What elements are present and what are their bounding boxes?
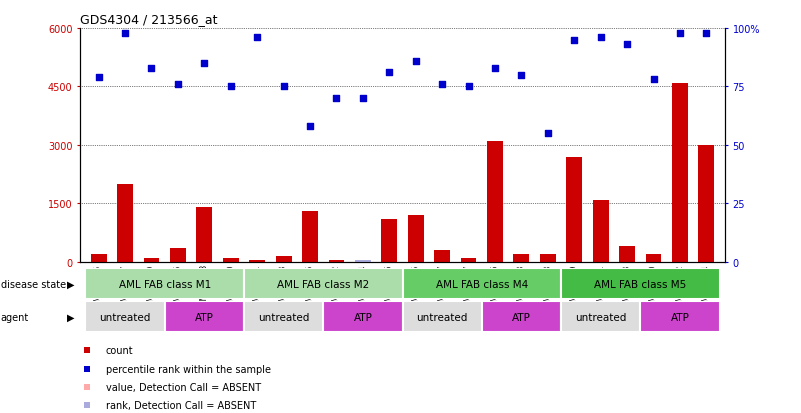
- Bar: [381, 219, 397, 262]
- Point: [251, 35, 264, 42]
- Bar: [117, 185, 133, 262]
- Point: [594, 35, 607, 42]
- Bar: [223, 259, 239, 262]
- Point: [541, 131, 554, 137]
- Point: [647, 77, 660, 83]
- Text: ATP: ATP: [353, 312, 372, 322]
- Point: [92, 75, 105, 81]
- Bar: [640, 301, 719, 332]
- Text: AML FAB class M1: AML FAB class M1: [119, 279, 211, 289]
- Bar: [276, 256, 292, 262]
- Text: GDS4304 / 213566_at: GDS4304 / 213566_at: [80, 13, 218, 26]
- Point: [674, 30, 686, 37]
- Point: [489, 65, 501, 72]
- Bar: [646, 254, 662, 262]
- Point: [171, 82, 184, 88]
- Point: [462, 84, 475, 90]
- Point: [515, 72, 528, 79]
- Bar: [249, 260, 265, 262]
- Bar: [91, 254, 107, 262]
- Text: untreated: untreated: [417, 312, 468, 322]
- Point: [409, 58, 422, 65]
- Point: [700, 30, 713, 37]
- Text: percentile rank within the sample: percentile rank within the sample: [106, 364, 271, 374]
- Bar: [513, 254, 529, 262]
- Point: [621, 42, 634, 49]
- Bar: [328, 260, 344, 262]
- Bar: [672, 83, 688, 262]
- Point: [356, 96, 369, 102]
- Point: [383, 70, 396, 76]
- Text: value, Detection Call = ABSENT: value, Detection Call = ABSENT: [106, 382, 261, 392]
- Text: AML FAB class M5: AML FAB class M5: [594, 279, 686, 289]
- Point: [224, 84, 237, 90]
- Text: disease state: disease state: [1, 279, 66, 289]
- Bar: [403, 268, 561, 299]
- Text: untreated: untreated: [575, 312, 626, 322]
- Bar: [86, 268, 244, 299]
- Point: [436, 82, 449, 88]
- Text: rank, Detection Call = ABSENT: rank, Detection Call = ABSENT: [106, 400, 256, 411]
- Bar: [566, 157, 582, 262]
- Text: ATP: ATP: [512, 312, 531, 322]
- Text: ATP: ATP: [195, 312, 214, 322]
- Bar: [244, 268, 403, 299]
- Point: [119, 30, 131, 37]
- Bar: [619, 247, 635, 262]
- Text: untreated: untreated: [99, 312, 151, 322]
- Bar: [196, 208, 212, 262]
- Point: [198, 61, 211, 67]
- Bar: [302, 212, 318, 262]
- Bar: [698, 146, 714, 262]
- Text: ▶: ▶: [67, 312, 74, 322]
- Text: agent: agent: [1, 312, 29, 322]
- Bar: [487, 142, 503, 262]
- Bar: [481, 301, 561, 332]
- Text: ATP: ATP: [670, 312, 690, 322]
- Bar: [593, 200, 609, 262]
- Bar: [170, 249, 186, 262]
- Bar: [461, 259, 477, 262]
- Bar: [434, 251, 450, 262]
- Bar: [355, 260, 371, 262]
- Point: [304, 123, 316, 130]
- Point: [568, 37, 581, 44]
- Text: AML FAB class M4: AML FAB class M4: [436, 279, 528, 289]
- Bar: [355, 260, 371, 262]
- Bar: [403, 301, 481, 332]
- Point: [145, 65, 158, 72]
- Point: [277, 84, 290, 90]
- Text: count: count: [106, 345, 134, 355]
- Bar: [165, 301, 244, 332]
- Bar: [408, 216, 424, 262]
- Point: [330, 96, 343, 102]
- Bar: [561, 268, 719, 299]
- Text: ▶: ▶: [67, 279, 74, 289]
- Bar: [324, 301, 403, 332]
- Text: AML FAB class M2: AML FAB class M2: [277, 279, 369, 289]
- Text: untreated: untreated: [258, 312, 309, 322]
- Bar: [244, 301, 324, 332]
- Bar: [561, 301, 640, 332]
- Bar: [540, 254, 556, 262]
- Bar: [143, 259, 159, 262]
- Bar: [86, 301, 165, 332]
